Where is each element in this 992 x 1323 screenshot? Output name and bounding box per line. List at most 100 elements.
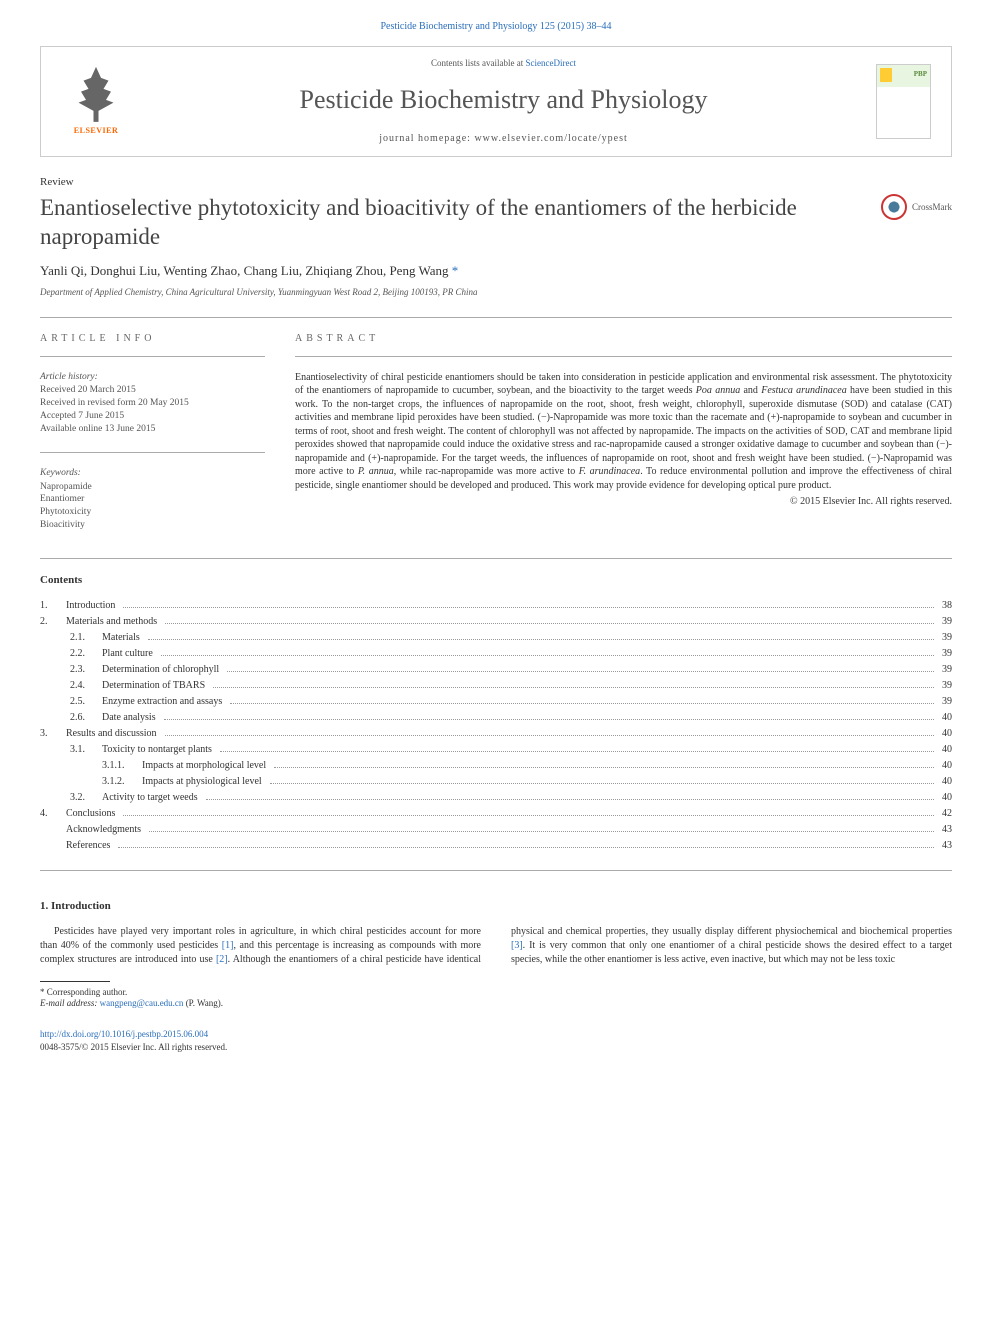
keyword: Phytotoxicity: [40, 506, 265, 519]
toc-page: 39: [938, 662, 952, 678]
toc-title: Activity to target weeds: [98, 790, 202, 806]
email-link[interactable]: wangpeng@cau.edu.cn: [100, 998, 184, 1008]
authors-names: Yanli Qi, Donghui Liu, Wenting Zhao, Cha…: [40, 263, 448, 278]
toc-row[interactable]: 2.1.Materials39: [40, 630, 952, 646]
elsevier-tree-icon: [71, 67, 121, 122]
toc-title: Date analysis: [98, 710, 160, 726]
doi-link[interactable]: http://dx.doi.org/10.1016/j.pestbp.2015.…: [40, 1028, 952, 1041]
toc-page: 39: [938, 630, 952, 646]
email-line: E-mail address: wangpeng@cau.edu.cn (P. …: [40, 998, 952, 1010]
toc-row[interactable]: 2.2.Plant culture39: [40, 646, 952, 662]
toc-num: 4.: [40, 806, 62, 822]
toc-row[interactable]: 2.3.Determination of chlorophyll39: [40, 662, 952, 678]
homepage-url[interactable]: www.elsevier.com/locate/ypest: [474, 133, 627, 144]
toc-num: 2.1.: [70, 630, 98, 646]
contents-heading: Contents: [40, 573, 952, 588]
toc-page: 40: [938, 790, 952, 806]
toc-row[interactable]: 3.1.1.Impacts at morphological level40: [40, 758, 952, 774]
citation-header: Pesticide Biochemistry and Physiology 12…: [40, 20, 952, 34]
page-footer: http://dx.doi.org/10.1016/j.pestbp.2015.…: [40, 1028, 952, 1053]
homepage-prefix: journal homepage:: [379, 133, 474, 144]
toc-num: 2.: [40, 614, 62, 630]
toc-row[interactable]: 3.1.Toxicity to nontarget plants40: [40, 742, 952, 758]
keyword: Enantiomer: [40, 493, 265, 506]
toc-row[interactable]: 3.Results and discussion40: [40, 726, 952, 742]
section-heading: 1. Introduction: [40, 899, 952, 914]
keywords-heading: Keywords:: [40, 467, 265, 480]
contents-lists-line: Contents lists available at ScienceDirec…: [131, 57, 876, 70]
history-item: Available online 13 June 2015: [40, 423, 265, 436]
abstract-part: and: [740, 385, 761, 396]
toc-row[interactable]: 2.Materials and methods39: [40, 614, 952, 630]
toc-row[interactable]: 1.Introduction38: [40, 598, 952, 614]
toc-page: 39: [938, 678, 952, 694]
toc-title: Results and discussion: [62, 726, 161, 742]
abstract-copyright: © 2015 Elsevier Inc. All rights reserved…: [295, 495, 952, 509]
article-title: Enantioselective phytotoxicity and bioac…: [40, 194, 881, 252]
body-paragraph: Pesticides have played very important ro…: [40, 925, 952, 967]
body-columns: Pesticides have played very important ro…: [40, 925, 952, 967]
toc-title: References: [62, 838, 114, 854]
toc-num: 3.2.: [70, 790, 98, 806]
email-label: E-mail address:: [40, 998, 100, 1008]
article-info-label: ARTICLE INFO: [40, 332, 265, 346]
toc-title: Toxicity to nontarget plants: [98, 742, 216, 758]
toc-num: 1.: [40, 598, 62, 614]
toc-page: 40: [938, 758, 952, 774]
divider: [40, 317, 952, 318]
toc-num: 2.5.: [70, 694, 98, 710]
toc-row[interactable]: 4.Conclusions42: [40, 806, 952, 822]
citation-link[interactable]: [3]: [511, 940, 523, 951]
toc-row[interactable]: 2.6.Date analysis40: [40, 710, 952, 726]
toc-num: 2.2.: [70, 646, 98, 662]
introduction-section: 1. Introduction Pesticides have played v…: [40, 899, 952, 966]
publisher-logo: ELSEVIER: [61, 59, 131, 144]
journal-cover-thumb: [876, 64, 931, 139]
footnote-divider: [40, 981, 110, 982]
toc-row[interactable]: 3.1.2.Impacts at physiological level40: [40, 774, 952, 790]
toc-dots: [165, 623, 934, 624]
toc-dots: [161, 655, 934, 656]
toc-dots: [165, 735, 934, 736]
toc-page: 40: [938, 774, 952, 790]
toc-title: Conclusions: [62, 806, 119, 822]
toc-title: Plant culture: [98, 646, 157, 662]
species-name: P. annua: [358, 466, 394, 477]
keywords-block: Keywords: Napropamide Enantiomer Phytoto…: [40, 467, 265, 532]
crossmark-icon: [881, 194, 907, 220]
toc-page: 43: [938, 822, 952, 838]
toc-title: Acknowledgments: [62, 822, 145, 838]
abstract-label: ABSTRACT: [295, 332, 952, 346]
toc-dots: [149, 831, 934, 832]
toc-dots: [274, 767, 934, 768]
toc-dots: [270, 783, 934, 784]
toc-num: 3.1.1.: [102, 758, 138, 774]
history-item: Received 20 March 2015: [40, 384, 265, 397]
toc-row[interactable]: 3.2.Activity to target weeds 40: [40, 790, 952, 806]
toc-dots: [206, 799, 934, 800]
divider: [295, 356, 952, 357]
journal-header: ELSEVIER Contents lists available at Sci…: [40, 46, 952, 157]
toc-row[interactable]: 2.5.Enzyme extraction and assays39: [40, 694, 952, 710]
corr-label: * Corresponding author.: [40, 987, 952, 999]
issn-copyright: 0048-3575/© 2015 Elsevier Inc. All right…: [40, 1041, 952, 1054]
sciencedirect-link[interactable]: ScienceDirect: [526, 58, 576, 68]
toc-page: 40: [938, 726, 952, 742]
toc-page: 38: [938, 598, 952, 614]
history-item: Accepted 7 June 2015: [40, 410, 265, 423]
crossmark-badge[interactable]: CrossMark: [881, 194, 952, 220]
contents-prefix: Contents lists available at: [431, 58, 525, 68]
toc-dots: [148, 639, 934, 640]
citation-link[interactable]: [1]: [222, 940, 234, 951]
toc-num: 2.4.: [70, 678, 98, 694]
text-run: pesticides: [179, 940, 222, 951]
toc-row[interactable]: References43: [40, 838, 952, 854]
toc-row[interactable]: 2.4.Determination of TBARS39: [40, 678, 952, 694]
email-suffix: (P. Wang).: [183, 998, 223, 1008]
toc-num: 3.1.: [70, 742, 98, 758]
article-info-col: ARTICLE INFO Article history: Received 2…: [40, 332, 265, 548]
toc-row[interactable]: Acknowledgments 43: [40, 822, 952, 838]
citation-link[interactable]: [2]: [216, 954, 228, 965]
info-abstract-row: ARTICLE INFO Article history: Received 2…: [40, 332, 952, 548]
toc-title: Determination of chlorophyll: [98, 662, 223, 678]
